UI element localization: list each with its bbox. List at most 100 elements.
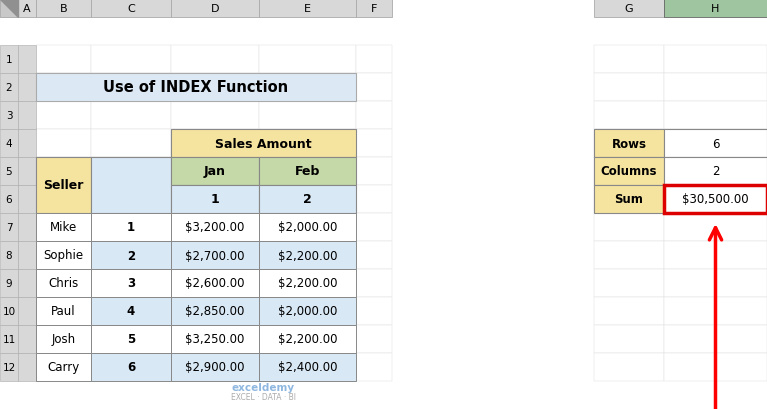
Text: Sales Amount: Sales Amount xyxy=(216,137,312,150)
Bar xyxy=(594,353,664,381)
Bar xyxy=(18,353,36,381)
Text: Jan: Jan xyxy=(204,165,226,178)
Bar xyxy=(171,213,259,241)
Bar xyxy=(18,213,36,241)
Bar xyxy=(171,130,259,157)
Bar xyxy=(594,0,664,18)
Bar xyxy=(356,46,392,74)
Text: $2,600.00: $2,600.00 xyxy=(186,277,245,290)
Bar xyxy=(91,353,171,381)
Text: 4: 4 xyxy=(5,139,12,148)
Polygon shape xyxy=(0,0,18,18)
Bar xyxy=(594,74,664,102)
Bar xyxy=(356,241,392,270)
Bar xyxy=(171,325,259,353)
Text: Use of INDEX Function: Use of INDEX Function xyxy=(104,80,288,95)
Bar xyxy=(171,0,259,18)
Text: 12: 12 xyxy=(2,362,15,372)
Bar xyxy=(36,130,91,157)
Text: Mike: Mike xyxy=(50,221,77,234)
Text: 3: 3 xyxy=(5,111,12,121)
Bar xyxy=(259,0,356,18)
Text: 8: 8 xyxy=(5,250,12,261)
Text: Josh: Josh xyxy=(51,333,76,346)
Text: G: G xyxy=(624,4,634,14)
Bar xyxy=(36,270,91,297)
Bar xyxy=(259,270,356,297)
Bar xyxy=(91,325,171,353)
Bar xyxy=(356,74,392,102)
Bar xyxy=(171,297,259,325)
Bar xyxy=(91,186,171,213)
Bar xyxy=(664,102,767,130)
Bar xyxy=(36,0,91,18)
Text: 2: 2 xyxy=(712,165,719,178)
Text: 10: 10 xyxy=(2,306,15,316)
Bar xyxy=(171,186,259,213)
Text: B: B xyxy=(60,4,67,14)
Bar xyxy=(36,213,91,241)
Bar xyxy=(664,0,767,18)
Bar xyxy=(91,241,171,270)
Bar xyxy=(664,74,767,102)
Text: $2,700.00: $2,700.00 xyxy=(186,249,245,262)
Text: 6: 6 xyxy=(5,195,12,204)
Bar xyxy=(356,186,392,213)
Bar xyxy=(36,297,91,325)
Bar xyxy=(664,325,767,353)
Bar xyxy=(171,270,259,297)
Bar xyxy=(171,353,259,381)
Bar xyxy=(171,325,259,353)
Bar xyxy=(36,213,91,241)
Bar xyxy=(171,241,259,270)
Bar xyxy=(259,297,356,325)
Bar xyxy=(36,270,91,297)
Text: Sophie: Sophie xyxy=(44,249,84,262)
Bar xyxy=(0,186,18,213)
Bar xyxy=(259,297,356,325)
Bar xyxy=(0,46,18,74)
Text: 5: 5 xyxy=(5,166,12,177)
Bar xyxy=(259,186,356,213)
Bar xyxy=(91,241,171,270)
Bar xyxy=(36,46,91,74)
Text: 6: 6 xyxy=(127,361,135,373)
Text: Seller: Seller xyxy=(43,179,84,192)
Bar xyxy=(36,353,91,381)
Text: C: C xyxy=(127,4,135,14)
Bar xyxy=(36,74,91,102)
Bar xyxy=(259,353,356,381)
Bar xyxy=(594,325,664,353)
Bar xyxy=(594,186,664,213)
Text: $2,000.00: $2,000.00 xyxy=(278,221,337,234)
Text: H: H xyxy=(711,4,719,14)
Text: Columns: Columns xyxy=(601,165,657,178)
Text: 4: 4 xyxy=(127,305,135,318)
Bar xyxy=(259,241,356,270)
Bar xyxy=(171,102,259,130)
Text: Rows: Rows xyxy=(611,137,647,150)
Text: Carry: Carry xyxy=(48,361,80,373)
Bar xyxy=(18,270,36,297)
Bar xyxy=(594,241,664,270)
Bar xyxy=(0,102,18,130)
Text: exceldemy: exceldemy xyxy=(232,382,295,392)
Bar xyxy=(91,297,171,325)
Text: $2,850.00: $2,850.00 xyxy=(186,305,245,318)
Bar xyxy=(36,186,91,213)
Bar xyxy=(171,353,259,381)
Bar xyxy=(0,157,18,186)
Bar xyxy=(664,186,767,213)
Text: 7: 7 xyxy=(5,222,12,232)
Bar xyxy=(18,74,36,102)
Bar xyxy=(0,270,18,297)
Bar xyxy=(171,297,259,325)
Bar xyxy=(36,102,91,130)
Bar xyxy=(91,325,171,353)
Bar xyxy=(594,102,664,130)
Bar xyxy=(594,130,664,157)
Bar xyxy=(36,325,91,353)
Text: Sum: Sum xyxy=(614,193,644,206)
Bar xyxy=(36,353,91,381)
Bar xyxy=(91,74,171,102)
